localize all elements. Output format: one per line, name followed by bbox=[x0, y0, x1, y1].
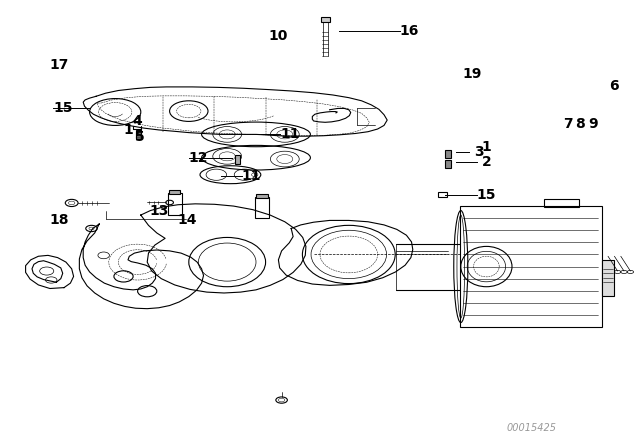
Text: 15: 15 bbox=[477, 188, 496, 202]
Text: 10: 10 bbox=[269, 29, 288, 43]
Bar bbox=[445, 160, 451, 168]
Bar bbox=[255, 197, 269, 218]
Text: 8: 8 bbox=[575, 117, 586, 131]
Text: 16: 16 bbox=[400, 24, 419, 39]
Text: 15: 15 bbox=[53, 100, 72, 115]
Text: 9: 9 bbox=[588, 117, 598, 131]
Bar bbox=[136, 130, 141, 139]
Text: 6: 6 bbox=[609, 79, 620, 93]
Bar bbox=[169, 190, 180, 194]
Bar bbox=[321, 17, 330, 22]
Bar bbox=[256, 194, 268, 198]
Text: 1: 1 bbox=[481, 140, 492, 154]
Bar bbox=[544, 199, 579, 207]
Text: 2: 2 bbox=[481, 155, 492, 169]
Text: 11: 11 bbox=[280, 127, 300, 142]
Text: 11: 11 bbox=[242, 169, 261, 183]
Bar bbox=[235, 155, 240, 164]
Bar bbox=[445, 150, 451, 158]
Text: 19: 19 bbox=[463, 67, 482, 81]
Text: 18: 18 bbox=[50, 212, 69, 227]
Bar bbox=[602, 260, 614, 296]
Text: 17: 17 bbox=[50, 58, 69, 72]
Text: 13: 13 bbox=[149, 203, 168, 218]
Text: 5: 5 bbox=[134, 129, 145, 144]
Text: 7: 7 bbox=[563, 117, 573, 131]
Bar bbox=[460, 206, 602, 327]
Text: 4: 4 bbox=[132, 114, 143, 128]
Text: 3: 3 bbox=[474, 145, 484, 159]
Bar bbox=[168, 193, 182, 215]
Text: 1: 1 bbox=[123, 123, 133, 137]
Bar bbox=[438, 192, 447, 197]
Text: 12: 12 bbox=[189, 151, 208, 165]
Text: 14: 14 bbox=[178, 212, 197, 227]
Text: 00015425: 00015425 bbox=[506, 423, 556, 433]
